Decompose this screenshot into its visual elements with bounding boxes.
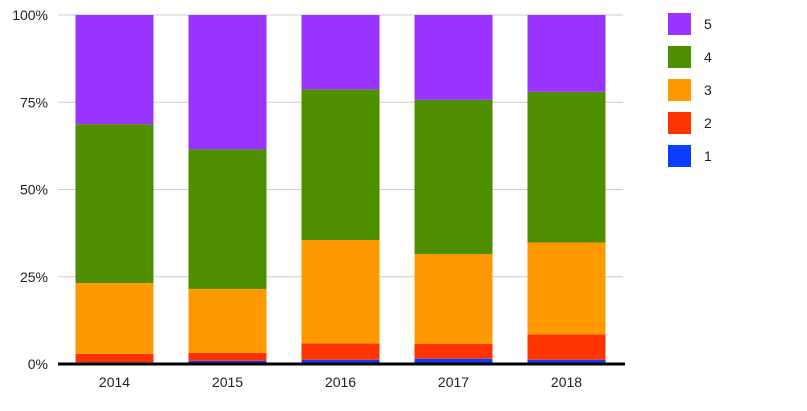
bar-segment: [414, 99, 493, 255]
bar-segment: [188, 149, 267, 289]
bar-segment: [301, 89, 380, 241]
legend: 5 4 3 2 1: [668, 13, 712, 167]
legend-swatch: [668, 79, 691, 101]
x-tick-label: 2018: [551, 374, 582, 390]
bars: [75, 15, 606, 364]
bar-segment: [527, 334, 606, 360]
bar-segment: [414, 358, 493, 364]
bar-segment: [188, 360, 267, 364]
bar-segment: [301, 240, 380, 344]
bar-segment: [527, 242, 606, 335]
legend-label: 4: [704, 49, 712, 65]
legend-label: 2: [704, 115, 712, 131]
bar-segment: [301, 15, 380, 90]
y-tick-label: 50%: [20, 182, 48, 198]
x-tick-label: 2017: [438, 374, 469, 390]
legend-label: 5: [704, 16, 712, 32]
bar-segment: [75, 353, 154, 363]
bar-segment: [527, 15, 606, 92]
y-tick-label: 75%: [20, 94, 48, 110]
bar-segment: [414, 343, 493, 359]
bar-segment: [188, 352, 267, 361]
y-tick-label: 0%: [28, 356, 48, 372]
legend-label: 3: [704, 82, 712, 98]
bar-segment: [301, 343, 380, 360]
bar-segment: [75, 283, 154, 354]
legend-swatch: [668, 145, 691, 167]
x-tick-label: 2014: [99, 374, 130, 390]
bar-segment: [301, 359, 380, 364]
bar-segment: [414, 15, 493, 100]
bar-segment: [527, 359, 606, 364]
x-tick-label: 2016: [325, 374, 356, 390]
legend-swatch: [668, 112, 691, 134]
x-tick-label: 2015: [212, 374, 243, 390]
legend-label: 1: [704, 148, 712, 164]
bar-segment: [75, 124, 154, 284]
bar-segment: [414, 254, 493, 344]
legend-swatch: [668, 46, 691, 68]
legend-swatch: [668, 13, 691, 35]
axes: 0% 25% 50% 75% 100% 2014 2015 2016 2017 2018: [12, 7, 625, 390]
bar-segment: [188, 15, 267, 150]
bar-segment: [188, 288, 267, 353]
bar-segment: [527, 91, 606, 243]
y-tick-label: 100%: [12, 7, 48, 23]
y-tick-label: 25%: [20, 269, 48, 285]
bar-segment: [75, 15, 154, 125]
